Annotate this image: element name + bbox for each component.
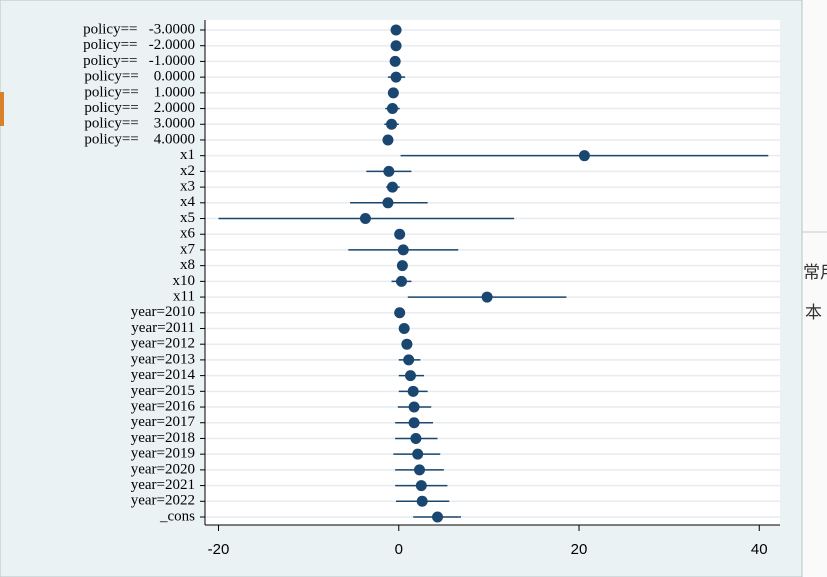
background-text: 本 xyxy=(805,303,822,323)
y-tick-label: x1 xyxy=(180,147,195,163)
coefficient-point xyxy=(432,511,444,523)
y-tick-label: year=2018 xyxy=(131,430,195,446)
y-tick-label: x3 xyxy=(180,179,195,195)
coefficient-point xyxy=(386,181,398,193)
coefficient-point xyxy=(390,40,402,52)
coefficient-point xyxy=(416,495,428,507)
coefficient-point xyxy=(408,401,420,413)
coefficient-point xyxy=(382,134,394,146)
plot-area xyxy=(205,20,780,525)
y-tick-label: x4 xyxy=(180,194,196,210)
x-tick-label: 20 xyxy=(571,541,588,558)
y-tick-label: x10 xyxy=(173,273,196,289)
coefficient-point xyxy=(410,432,422,444)
y-tick-label: year=2022 xyxy=(131,493,195,509)
y-tick-label: x7 xyxy=(180,241,196,257)
coefficient-point xyxy=(403,354,415,366)
coefficient-point xyxy=(413,464,425,476)
y-tick-label: year=2017 xyxy=(131,414,196,430)
coefficient-point xyxy=(390,71,402,83)
coefficient-point xyxy=(412,448,424,460)
y-tick-label: year=2011 xyxy=(131,320,195,336)
y-tick-label: policy== -2.0000 xyxy=(83,37,195,53)
y-tick-label: x8 xyxy=(180,257,195,273)
y-tick-label: policy== 4.0000 xyxy=(84,131,195,147)
y-tick-label: x11 xyxy=(173,289,195,305)
y-tick-label: year=2020 xyxy=(131,461,195,477)
coefficient-point xyxy=(398,322,410,334)
y-tick-label: year=2016 xyxy=(131,398,196,414)
y-tick-label: year=2015 xyxy=(131,383,195,399)
x-tick-label: 0 xyxy=(395,541,403,558)
coefficient-point xyxy=(386,103,398,115)
y-tick-label: year=2021 xyxy=(131,477,195,493)
y-tick-label: policy== 0.0000 xyxy=(84,69,195,85)
coefficient-point xyxy=(359,213,371,225)
y-tick-label: policy== 2.0000 xyxy=(84,100,195,116)
y-tick-label: year=2013 xyxy=(131,351,195,367)
coefficient-point xyxy=(395,275,407,287)
y-tick-label: policy== -1.0000 xyxy=(83,53,195,69)
coefficient-point xyxy=(415,480,427,492)
coefficient-point xyxy=(387,87,399,99)
y-tick-label: _cons xyxy=(159,508,195,524)
coefficient-point xyxy=(394,307,406,319)
y-tick-label: policy== -3.0000 xyxy=(83,21,195,37)
coefficient-point xyxy=(389,55,401,67)
coefficient-point xyxy=(407,385,419,397)
coefficient-point xyxy=(394,228,406,240)
y-tick-label: year=2012 xyxy=(131,336,195,352)
side-panel xyxy=(802,0,827,577)
coefficient-point xyxy=(383,165,395,177)
coefficient-point xyxy=(390,24,402,36)
coefficient-point xyxy=(382,197,394,209)
y-tick-label: year=2019 xyxy=(131,446,195,462)
coefficient-point xyxy=(408,417,420,429)
coefficient-point xyxy=(396,260,408,272)
y-tick-label: policy== 1.0000 xyxy=(84,84,195,100)
y-tick-label: year=2010 xyxy=(131,304,195,320)
coefficient-point xyxy=(386,118,398,130)
y-tick-label: x5 xyxy=(180,210,195,226)
edge-strip xyxy=(0,92,4,126)
background-text: 常用 xyxy=(803,263,827,283)
coefficient-point xyxy=(401,338,413,350)
coefficient-point xyxy=(481,291,493,303)
x-tick-label: -20 xyxy=(208,541,230,558)
y-tick-label: year=2014 xyxy=(131,367,196,383)
coefficient-point xyxy=(397,244,409,256)
y-tick-label: policy== 3.0000 xyxy=(84,116,195,132)
coefficient-point xyxy=(404,370,416,382)
y-tick-label: x6 xyxy=(180,226,196,242)
coefficient-point xyxy=(578,150,590,162)
y-tick-label: x2 xyxy=(180,163,195,179)
x-tick-label: 40 xyxy=(751,541,768,558)
